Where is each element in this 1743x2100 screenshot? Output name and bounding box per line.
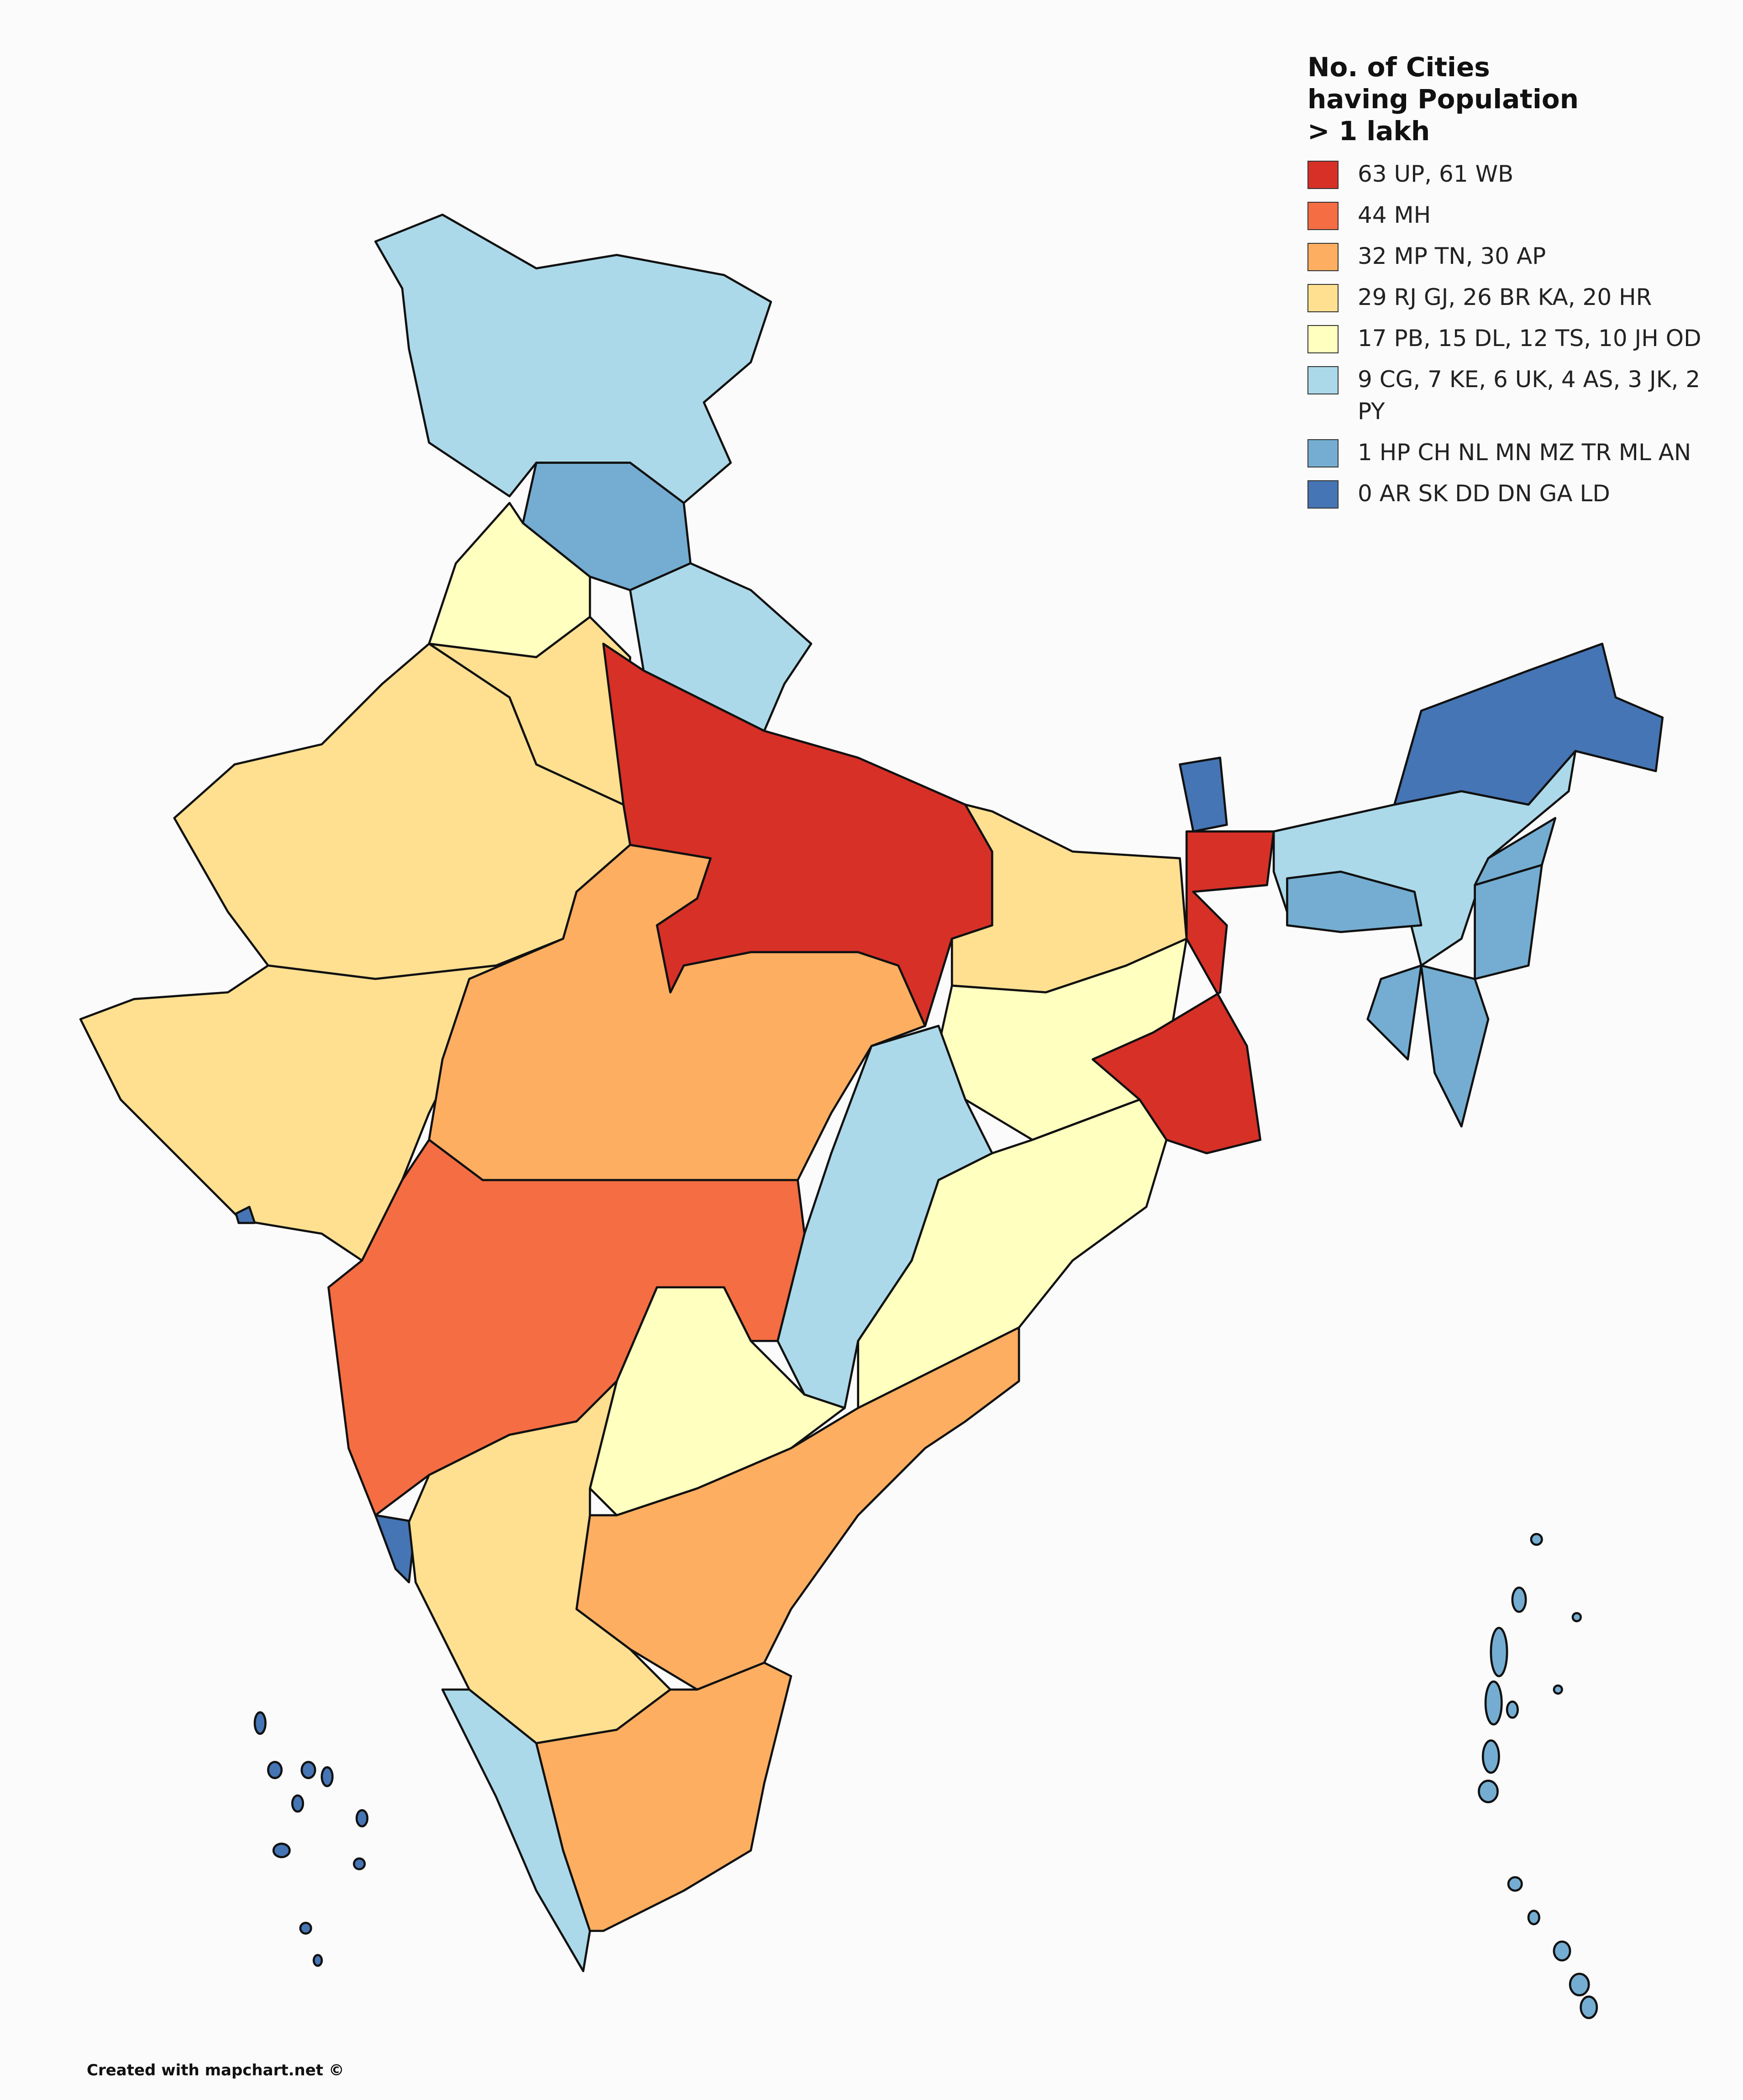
legend-item: 1 HP CH NL MN MZ TR ML AN	[1307, 439, 1718, 468]
legend-swatch	[1307, 284, 1339, 312]
credit: Created with mapchart.net ©	[87, 2061, 344, 2079]
jammu-kashmir	[374, 213, 772, 504]
legend: No. of Cities having Population > 1 lakh…	[1307, 51, 1718, 521]
manipur	[1474, 864, 1543, 980]
legend-title: No. of Cities having Population > 1 lakh	[1307, 52, 1579, 147]
legend-label: 17 PB, 15 DL, 12 TS, 10 JH OD	[1358, 325, 1701, 352]
legend-item: 32 MP TN, 30 AP	[1307, 243, 1718, 272]
legend-swatch	[1307, 202, 1339, 230]
legend-swatch	[1307, 366, 1339, 394]
legend-label: 0 AR SK DD DN GA LD	[1358, 480, 1610, 507]
legend-label: 44 MH	[1358, 202, 1431, 228]
legend-item: 9 CG, 7 KE, 6 UK, 4 AS, 3 JK, 2 PY	[1307, 366, 1718, 427]
tamil-nadu	[535, 1661, 793, 1932]
legend-swatch	[1307, 480, 1339, 509]
legend-item: 17 PB, 15 DL, 12 TS, 10 JH OD	[1307, 325, 1718, 354]
legend-item: 44 MH	[1307, 202, 1718, 231]
legend-item: 63 UP, 61 WB	[1307, 161, 1718, 190]
west-bengal	[1092, 830, 1275, 1155]
uttar-pradesh	[602, 642, 993, 1027]
legend-swatch	[1307, 439, 1339, 467]
legend-items: 63 UP, 61 WB 44 MH 32 MP TN, 30 AP 29 RJ GJ…	[1307, 161, 1718, 509]
legend-label: 29 RJ GJ, 26 BR KA, 20 HR	[1358, 284, 1652, 310]
daman-diu	[235, 1206, 256, 1224]
legend-item: 29 RJ GJ, 26 BR KA, 20 HR	[1307, 284, 1718, 313]
goa	[374, 1514, 417, 1584]
legend-swatch	[1307, 161, 1339, 189]
legend-label: 1 HP CH NL MN MZ TR ML AN	[1358, 439, 1691, 466]
mizoram	[1420, 964, 1490, 1128]
meghalaya	[1286, 871, 1423, 933]
legend-item: 0 AR SK DD DN GA LD	[1307, 480, 1718, 509]
legend-label: 9 CG, 7 KE, 6 UK, 4 AS, 3 JK, 2 PY	[1358, 366, 1701, 425]
legend-swatch	[1307, 325, 1339, 353]
andaman-nicobar	[1478, 1533, 1598, 2019]
legend-label: 63 UP, 61 WB	[1358, 161, 1514, 187]
lakshadweep	[253, 1711, 369, 1967]
tripura	[1366, 964, 1423, 1060]
legend-swatch	[1307, 243, 1339, 271]
sikkim	[1179, 756, 1228, 833]
legend-label: 32 MP TN, 30 AP	[1358, 243, 1546, 269]
arunachal-pradesh	[1393, 642, 1664, 806]
karnataka	[408, 1380, 672, 1744]
